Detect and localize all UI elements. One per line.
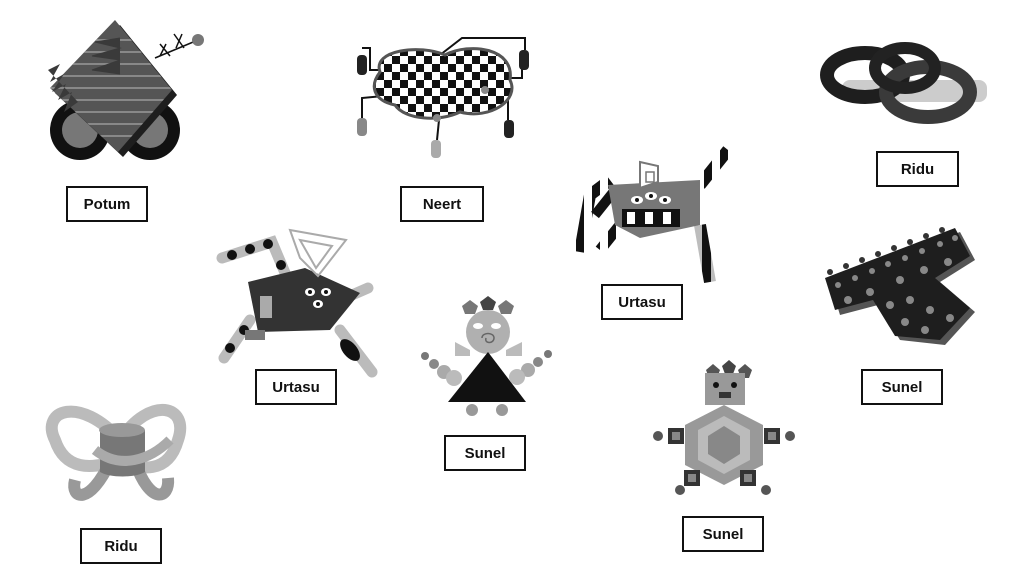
label-urtasu-left: Urtasu <box>255 369 337 405</box>
label-neert: Neert <box>400 186 484 222</box>
neert-creature <box>357 37 529 158</box>
label-urtasu-right: Urtasu <box>601 284 683 320</box>
label-potum: Potum <box>66 186 148 222</box>
label-sunel-center: Sunel <box>444 435 526 471</box>
ridu-creature-bottom <box>45 404 186 501</box>
sunel-creature-bottom <box>653 360 795 495</box>
sunel-creature-center <box>421 296 552 416</box>
label-sunel-bottom: Sunel <box>682 516 764 552</box>
label-ridu-top: Ridu <box>876 151 959 187</box>
urtasu-creature-left <box>216 228 378 378</box>
label-ridu-bottom: Ridu <box>80 528 162 564</box>
potum-creature <box>48 20 204 160</box>
ridu-creature-top <box>820 42 987 124</box>
sunel-creature-right <box>825 227 975 345</box>
label-sunel-right: Sunel <box>861 369 943 405</box>
urtasu-creature-right <box>574 146 733 284</box>
